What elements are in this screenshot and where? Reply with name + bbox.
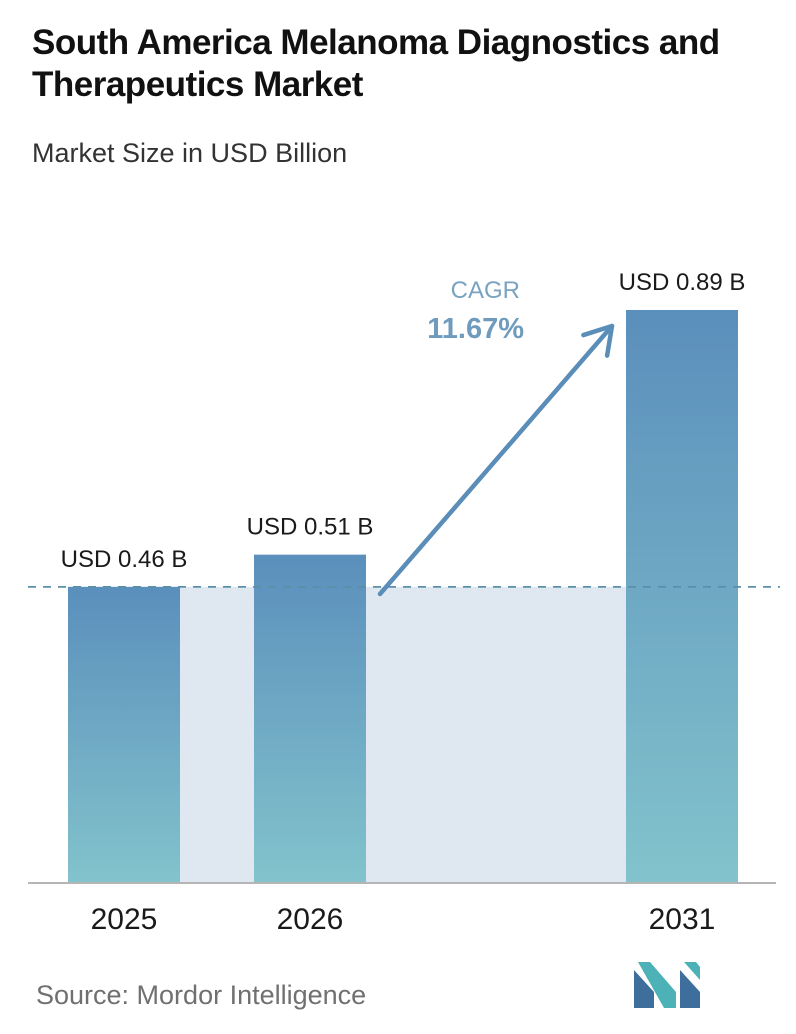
cagr-value: 11.67%: [427, 313, 524, 345]
chart-title: South America Melanoma Diagnostics and T…: [32, 23, 720, 104]
value-label-2026: USD 0.51 B: [247, 514, 374, 541]
chart-subtitle: Market Size in USD Billion: [32, 138, 348, 168]
cagr-label: CAGR: [451, 277, 520, 304]
bar-chart: USD 0.46 B 2025 USD 0.51 B 2026 USD 0.89 B 20…: [28, 269, 780, 936]
x-tick-label-2026: 2026: [277, 903, 344, 936]
value-label-2025: USD 0.46 B: [61, 546, 188, 573]
source-note: Source: Mordor Intelligence: [36, 980, 367, 1010]
bar-2026: [254, 554, 366, 883]
cagr-arrow-head: [581, 323, 615, 358]
mordor-intelligence-logo-icon: [634, 962, 700, 1008]
bar-2031: [626, 310, 738, 883]
x-tick-label-2025: 2025: [91, 903, 158, 936]
value-label-2031: USD 0.89 B: [619, 269, 746, 296]
cagr-arrow: [377, 323, 615, 597]
x-tick-label-2031: 2031: [649, 903, 716, 936]
bar-2025: [68, 586, 180, 883]
